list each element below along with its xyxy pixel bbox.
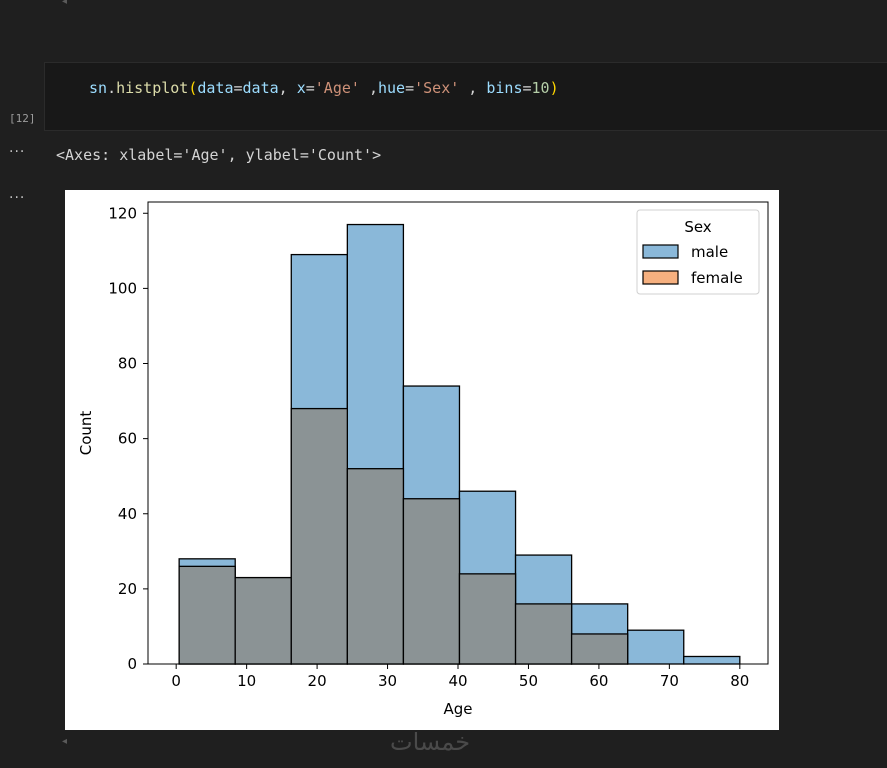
bar-female <box>346 468 405 665</box>
y-tick-label: 80 <box>118 355 137 373</box>
bar-female <box>458 573 517 665</box>
x-tick-label: 20 <box>308 672 327 690</box>
code-open-paren: ( <box>188 79 198 97</box>
y-axis-label: Count <box>77 411 95 456</box>
legend-swatch-female <box>642 270 679 285</box>
x-tick-label: 70 <box>660 672 679 690</box>
histogram-svg: 0 10 20 30 40 50 60 70 80 0 20 40 60 80 100 120 Age Count… <box>77 201 769 718</box>
bar-female <box>402 498 461 665</box>
x-tick-label: 0 <box>171 672 181 690</box>
code-line[interactable]: sn.histplot(data=data, x='Age' ,hue='Sex… <box>89 79 559 97</box>
code-param-data: data <box>197 79 234 97</box>
legend-label-female: female <box>691 269 743 287</box>
execution-count: [12] <box>9 112 36 125</box>
x-tick-label: 10 <box>237 672 256 690</box>
bar-female <box>234 576 292 665</box>
output-more-icon[interactable]: ··· <box>9 190 26 206</box>
collapse-arrow-icon[interactable]: ◂ <box>62 736 68 747</box>
y-tick-label: 100 <box>108 279 137 297</box>
output-more-icon[interactable]: ··· <box>9 144 26 160</box>
code-value-age: 'Age' <box>314 79 360 97</box>
code-param-x: x <box>296 79 306 97</box>
collapse-arrow-icon[interactable]: ◂ <box>62 0 68 7</box>
code-value-bins: 10 <box>531 79 550 97</box>
watermark-logo: خمسات <box>390 728 471 756</box>
code-eq: = <box>405 79 415 97</box>
legend-label-male: male <box>691 243 728 261</box>
x-axis-label: Age <box>443 700 472 718</box>
code-eq: = <box>522 79 532 97</box>
bar-male <box>683 655 741 665</box>
y-tick-label: 0 <box>127 655 137 673</box>
x-tick-label: 40 <box>448 672 467 690</box>
histogram-plot: 0 10 20 30 40 50 60 70 80 0 20 40 60 80 100 120 Age Count… <box>65 190 779 730</box>
legend-title: Sex <box>684 218 711 236</box>
x-tick-label: 30 <box>378 672 397 690</box>
code-func: histplot <box>116 79 189 97</box>
y-tick-label: 120 <box>108 204 137 222</box>
code-param-bins: bins <box>486 79 523 97</box>
output-text: <Axes: xlabel='Age', ylabel='Count'> <box>56 146 382 164</box>
y-tick-label: 40 <box>118 505 137 523</box>
bar-female <box>570 633 629 665</box>
y-tick-label: 60 <box>118 430 137 448</box>
code-obj: sn <box>89 79 108 97</box>
code-dot: . <box>107 79 117 97</box>
code-cell[interactable]: sn.histplot(data=data, x='Age' ,hue='Sex… <box>44 62 887 131</box>
code-sep: , <box>278 79 297 97</box>
code-eq: = <box>233 79 243 97</box>
code-eq: = <box>305 79 315 97</box>
code-value-sex: 'Sex' <box>414 79 460 97</box>
bar-female <box>514 603 573 665</box>
code-sep: , <box>359 79 378 97</box>
bar-female <box>178 565 236 665</box>
code-sep: , <box>459 79 487 97</box>
bar-male <box>627 629 685 665</box>
x-tick-label: 80 <box>730 672 749 690</box>
code-param-hue: hue <box>378 79 406 97</box>
bar-female <box>290 407 348 665</box>
legend-swatch-male <box>642 244 679 259</box>
x-tick-label: 60 <box>589 672 608 690</box>
code-close-paren: ) <box>549 79 559 97</box>
y-tick-label: 20 <box>118 580 137 598</box>
x-tick-label: 50 <box>519 672 538 690</box>
code-value-data: data <box>242 79 279 97</box>
